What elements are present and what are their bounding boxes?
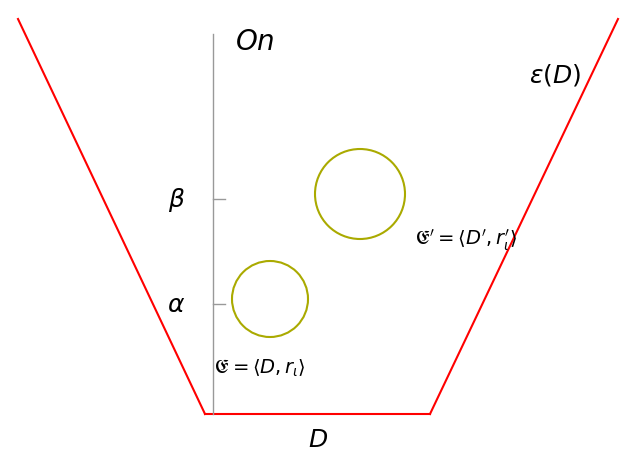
Text: $\mathfrak{E} = \langle D, r_\iota \rangle$: $\mathfrak{E} = \langle D, r_\iota \rang… xyxy=(214,357,306,378)
Text: $\alpha$: $\alpha$ xyxy=(167,292,185,316)
Text: $\mathfrak{E}' = \langle D', r_\iota' \rangle$: $\mathfrak{E}' = \langle D', r_\iota' \r… xyxy=(415,227,517,252)
Text: $D$: $D$ xyxy=(308,427,328,451)
Text: $On$: $On$ xyxy=(235,28,275,56)
Text: $\varepsilon(D)$: $\varepsilon(D)$ xyxy=(529,62,581,88)
Text: $\beta$: $\beta$ xyxy=(168,186,185,213)
